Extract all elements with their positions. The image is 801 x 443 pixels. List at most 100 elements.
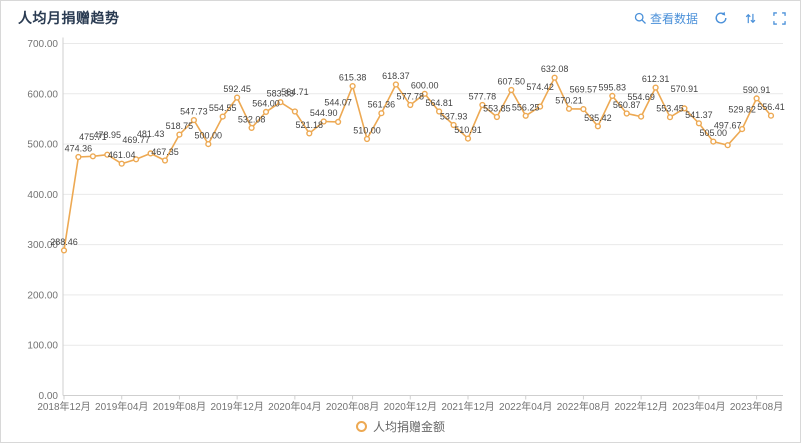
x-tick-label: 2018年12月 [37, 400, 90, 413]
data-point-label: 590.91 [743, 85, 771, 95]
data-point-label: 569.57 [570, 85, 598, 95]
data-point-label: 474.36 [65, 144, 93, 154]
view-data-button[interactable]: 查看数据 [634, 10, 698, 27]
refresh-button[interactable] [714, 11, 728, 25]
data-point-label: 570.91 [671, 84, 699, 94]
x-tick-label: 2020年04月 [268, 400, 321, 413]
data-point[interactable] [205, 141, 212, 148]
data-point[interactable] [234, 94, 241, 101]
data-point[interactable] [320, 118, 327, 125]
data-point[interactable] [392, 81, 400, 88]
fullscreen-button[interactable] [773, 11, 786, 25]
data-point[interactable] [681, 105, 688, 112]
data-point[interactable] [753, 95, 760, 102]
data-point[interactable] [60, 247, 68, 254]
data-point[interactable] [349, 82, 356, 90]
data-point-label: 535.42 [584, 113, 612, 123]
data-point[interactable] [738, 126, 746, 133]
x-tick-label: 2022年12月 [614, 400, 667, 413]
data-point-label: 544.90 [310, 108, 338, 118]
data-point[interactable] [710, 138, 717, 145]
data-point[interactable] [118, 160, 125, 167]
data-point-label: 467.35 [151, 147, 179, 157]
data-point[interactable] [407, 101, 414, 109]
data-point[interactable] [493, 113, 501, 121]
data-point[interactable] [479, 101, 486, 109]
panel-header: 人均月捐赠趋势 查看数据 [1, 1, 800, 35]
chart-title: 人均月捐赠趋势 [18, 10, 120, 26]
data-point[interactable] [609, 92, 616, 100]
data-point[interactable] [104, 151, 111, 158]
x-tick-label: 2023年04月 [672, 400, 725, 413]
data-point[interactable] [75, 153, 82, 161]
data-point[interactable] [436, 108, 443, 115]
data-point-label: 556.25 [512, 102, 540, 112]
y-axis-labels: 0.00 100.00 200.00 300.00 400.00 500.00 600.00… [27, 39, 58, 402]
data-point[interactable] [666, 114, 674, 121]
data-point[interactable] [508, 86, 515, 94]
data-point[interactable] [623, 110, 630, 117]
x-axis-labels: 2018年12月 2019年04月 2019年08月 2019年12月 2020年04月… [37, 395, 783, 413]
data-point-label: 497.67 [714, 121, 742, 131]
sort-button[interactable] [744, 12, 757, 25]
x-tick-label: 2022年08月 [557, 400, 610, 413]
x-tick-label: 2020年12月 [384, 400, 437, 413]
data-point[interactable] [306, 130, 313, 137]
data-point-label: 556.41 [757, 102, 785, 112]
y-tick-label: 0.00 [39, 391, 59, 402]
data-point[interactable] [262, 108, 270, 116]
data-point-label: 469.77 [122, 135, 150, 145]
data-point-label: 554.55 [209, 103, 237, 113]
data-point-label: 600.00 [411, 80, 439, 90]
data-point[interactable] [580, 105, 587, 113]
data-point[interactable] [724, 142, 731, 149]
data-point[interactable] [464, 135, 472, 142]
data-point[interactable] [695, 120, 703, 127]
data-point[interactable] [767, 112, 775, 119]
data-point-label: 510.00 [353, 126, 381, 136]
data-point[interactable] [335, 118, 342, 126]
data-point[interactable] [219, 113, 226, 120]
data-point[interactable] [450, 121, 457, 129]
data-point-label: 481.43 [137, 129, 165, 139]
data-point[interactable] [551, 74, 558, 81]
data-point-label: 570.21 [555, 95, 583, 105]
data-point[interactable] [378, 110, 385, 117]
data-point-label: 537.93 [440, 112, 468, 122]
data-point[interactable] [133, 156, 140, 163]
sort-icon [745, 13, 756, 23]
data-point[interactable] [363, 135, 371, 143]
search-icon [634, 12, 646, 24]
y-tick-label: 500.00 [27, 140, 58, 151]
data-point[interactable] [161, 157, 169, 164]
data-point[interactable] [89, 153, 97, 160]
data-point-label: 500.00 [195, 131, 223, 141]
trend-line [63, 76, 772, 251]
x-tick-label: 2022年04月 [499, 400, 552, 413]
legend-item[interactable]: 人均捐赠金额 [1, 418, 800, 435]
data-point[interactable] [652, 84, 659, 91]
data-point[interactable] [522, 112, 529, 119]
y-tick-label: 400.00 [27, 190, 58, 201]
data-point[interactable] [190, 116, 198, 124]
data-point-label: 618.37 [382, 71, 410, 81]
data-point-label: 461.04 [108, 150, 136, 160]
legend-marker-icon [355, 421, 367, 432]
data-point[interactable] [147, 150, 154, 157]
data-point[interactable] [277, 99, 284, 106]
data-point[interactable] [637, 113, 645, 120]
y-tick-label: 200.00 [27, 290, 58, 301]
data-point-label: 577.78 [469, 92, 497, 102]
data-point-label: 553.85 [483, 104, 511, 114]
data-point[interactable] [421, 90, 428, 97]
data-point[interactable] [536, 103, 544, 110]
data-point[interactable] [291, 108, 299, 115]
data-point[interactable] [594, 123, 602, 130]
data-point[interactable] [248, 124, 255, 132]
data-point[interactable] [565, 105, 573, 112]
data-point-label: 632.08 [541, 64, 569, 74]
data-point-label: 612.31 [642, 74, 670, 84]
data-point[interactable] [176, 131, 183, 138]
